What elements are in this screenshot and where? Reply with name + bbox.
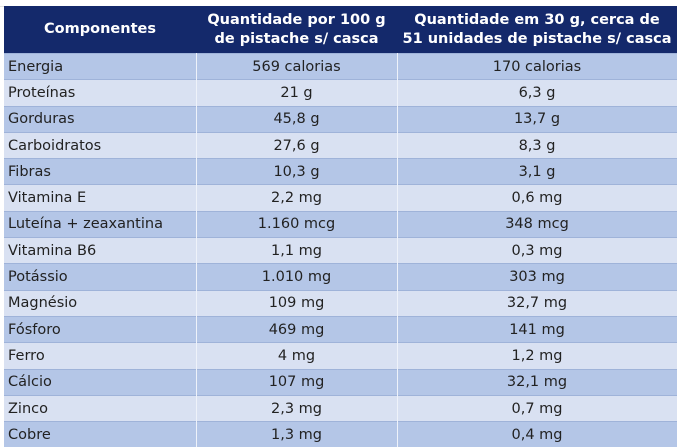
per-100g-cell: 2,3 mg (196, 394, 398, 422)
table-row: Proteínas 21 g 6,3 g (4, 79, 677, 107)
table-row: Potássio 1.010 mg 303 mg (4, 263, 677, 291)
per-30g-cell: 0,4 mg (397, 421, 677, 447)
table-row: Vitamina B6 1,1 mg 0,3 mg (4, 237, 677, 264)
table-row: Fibras 10,3 g 3,1 g (4, 158, 677, 185)
component-cell: Cobre (4, 421, 197, 447)
per-100g-cell: 27,6 g (196, 131, 398, 159)
component-cell: Cálcio (4, 368, 197, 396)
per-30g-cell: 32,7 mg (397, 289, 677, 317)
per-100g-cell: 1,1 mg (196, 237, 398, 264)
component-cell: Zinco (4, 394, 197, 422)
header-text: Componentes (44, 21, 156, 37)
per-30g-cell: 1,2 mg (397, 342, 677, 370)
per-30g-cell: 6,3 g (397, 79, 677, 107)
table-row: Magnésio 109 mg 32,7 mg (4, 289, 677, 317)
table-row: Cobre 1,3 mg 0,4 mg (4, 421, 677, 447)
header-row: Componentes Quantidade por 100 g de pista… (4, 6, 677, 54)
per-100g-cell: 1.010 mg (196, 263, 398, 291)
component-cell: Proteínas (4, 79, 197, 107)
table-row: Ferro 4 mg 1,2 mg (4, 342, 677, 370)
per-30g-cell: 348 mcg (397, 210, 677, 238)
per-30g-cell: 141 mg (397, 315, 677, 343)
component-cell: Luteína + zeaxantina (4, 210, 197, 238)
component-cell: Magnésio (4, 289, 197, 317)
per-100g-cell: 4 mg (196, 342, 398, 370)
per-100g-cell: 107 mg (196, 368, 398, 396)
table-row: Cálcio 107 mg 32,1 mg (4, 368, 677, 396)
header-line: Quantidade por 100 g (207, 11, 386, 28)
per-30g-cell: 0,6 mg (397, 184, 677, 212)
per-30g-cell: 170 calorias (397, 52, 677, 80)
table-row: Luteína + zeaxantina 1.160 mcg 348 mcg (4, 210, 677, 238)
table-row: Energia 569 calorias 170 calorias (4, 52, 677, 80)
nutrition-table: Componentes Quantidade por 100 g de pista… (4, 6, 677, 447)
per-30g-cell: 32,1 mg (397, 368, 677, 396)
per-30g-cell: 3,1 g (397, 158, 677, 185)
per-100g-cell: 2,2 mg (196, 184, 398, 212)
table-row: Vitamina E 2,2 mg 0,6 mg (4, 184, 677, 212)
per-30g-cell: 8,3 g (397, 131, 677, 159)
component-cell: Energia (4, 52, 197, 80)
component-cell: Vitamina B6 (4, 237, 197, 264)
per-100g-cell: 45,8 g (196, 105, 398, 133)
per-100g-cell: 469 mg (196, 315, 398, 343)
per-100g-cell: 21 g (196, 79, 398, 107)
component-cell: Vitamina E (4, 184, 197, 212)
component-cell: Gorduras (4, 105, 197, 133)
component-cell: Fibras (4, 158, 197, 185)
header-line: de pistache s/ casca (214, 30, 379, 47)
component-cell: Fósforo (4, 315, 197, 343)
per-100g-cell: 569 calorias (196, 52, 398, 80)
per-30g-cell: 0,7 mg (397, 394, 677, 422)
table-row: Carboidratos 27,6 g 8,3 g (4, 131, 677, 159)
component-cell: Potássio (4, 263, 197, 291)
per-100g-cell: 1,3 mg (196, 421, 398, 447)
component-cell: Carboidratos (4, 131, 197, 159)
per-100g-cell: 109 mg (196, 289, 398, 317)
table-row: Gorduras 45,8 g 13,7 g (4, 105, 677, 133)
header-per-100g: Quantidade por 100 g de pistache s/ casca (196, 6, 397, 54)
header-componentes: Componentes (4, 6, 196, 54)
per-100g-cell: 1.160 mcg (196, 210, 398, 238)
table-row: Zinco 2,3 mg 0,7 mg (4, 394, 677, 422)
per-30g-cell: 13,7 g (397, 105, 677, 133)
component-cell: Ferro (4, 342, 197, 370)
header-per-30g: Quantidade em 30 g, cerca de 51 unidades … (397, 6, 677, 54)
table-row: Fósforo 469 mg 141 mg (4, 315, 677, 343)
per-100g-cell: 10,3 g (196, 158, 398, 185)
per-30g-cell: 303 mg (397, 263, 677, 291)
header-line: 51 unidades de pistache s/ casca (402, 30, 672, 47)
per-30g-cell: 0,3 mg (397, 237, 677, 264)
header-line: Quantidade em 30 g, cerca de (414, 11, 660, 28)
